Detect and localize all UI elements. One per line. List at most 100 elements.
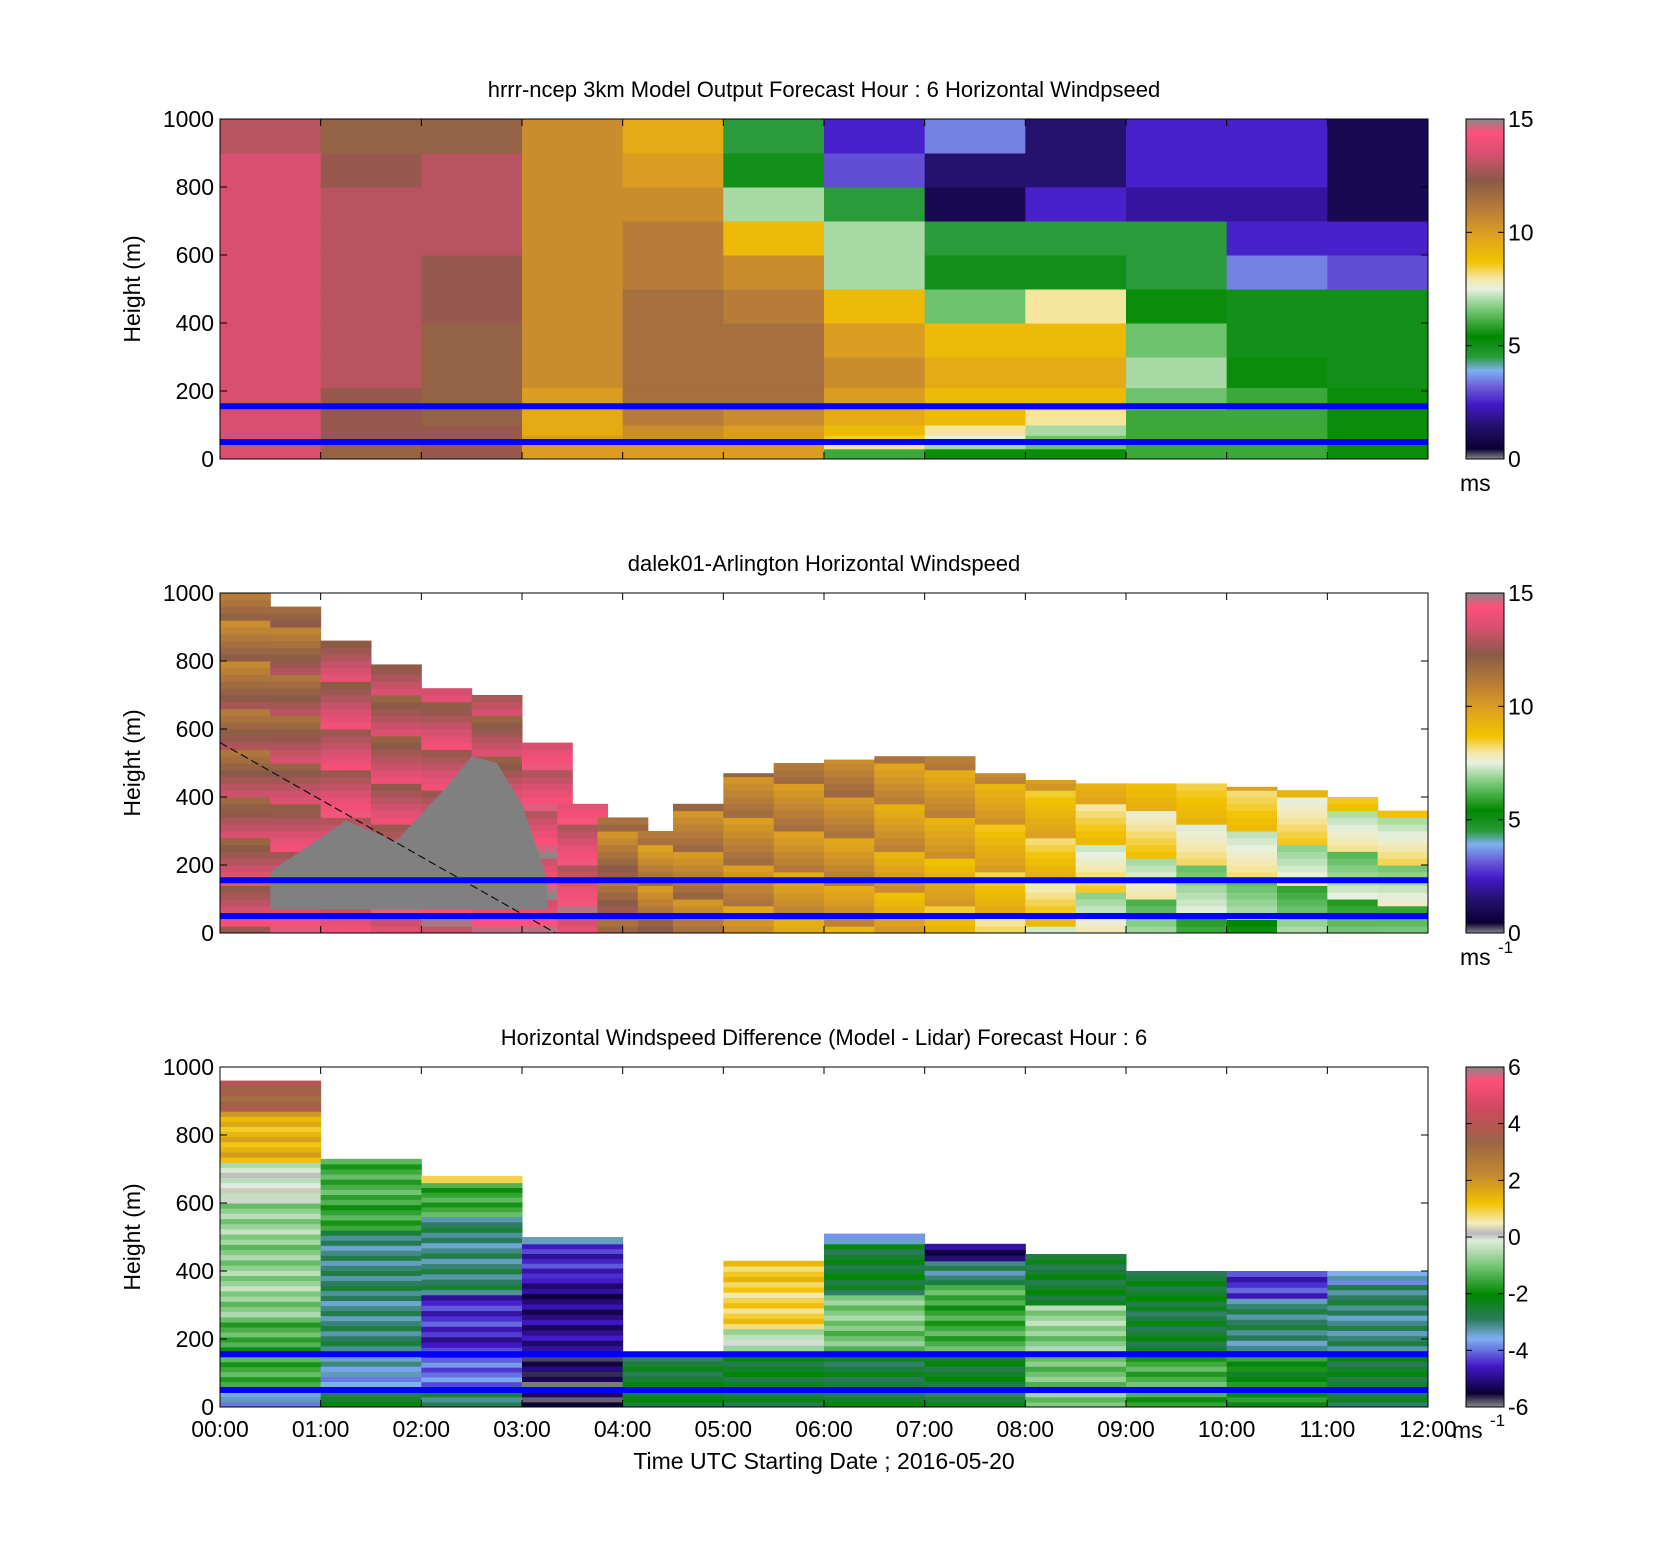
- heatmap-cell: [270, 613, 322, 621]
- heatmap-cell: [1327, 289, 1428, 324]
- difference-panel: Horizontal Windspeed Difference (Model -…: [119, 1025, 1529, 1474]
- heatmap-cell: [220, 1290, 322, 1297]
- heatmap-cell: [1126, 831, 1177, 839]
- heatmap-cell: [824, 1284, 926, 1291]
- heatmap-cell: [1327, 1371, 1428, 1377]
- heatmap-cell: [421, 1253, 523, 1259]
- heatmap-cell: [320, 1260, 422, 1266]
- heatmap-cell: [1126, 892, 1177, 900]
- heatmap-cell: [522, 187, 624, 222]
- heatmap-cell: [622, 1361, 724, 1367]
- heatmap-cell: [824, 1238, 926, 1245]
- heatmap-cell: [557, 824, 609, 832]
- heatmap-cell: [824, 289, 926, 324]
- heatmap-cell: [723, 810, 775, 818]
- heatmap-cell: [824, 1356, 926, 1362]
- heatmap-cell: [924, 905, 976, 914]
- heatmap-cell: [220, 681, 271, 689]
- heatmap-cell: [723, 1302, 825, 1309]
- heatmap-cell: [320, 1270, 422, 1276]
- heatmap-cell: [220, 899, 271, 907]
- heatmap-cell: [220, 742, 271, 750]
- heatmap-cell: [773, 776, 825, 784]
- heatmap-cell: [270, 620, 322, 628]
- colorbar-tick-label: -6: [1508, 1394, 1528, 1420]
- heatmap-cell: [220, 851, 271, 859]
- heatmap-cell: [1126, 919, 1177, 927]
- heatmap-cell: [320, 769, 372, 778]
- heatmap-cell: [1377, 844, 1428, 852]
- heatmap-cell: [723, 1271, 825, 1277]
- heatmap-cell: [421, 926, 473, 933]
- heatmap-cell: [1176, 783, 1228, 791]
- heatmap-cell: [1327, 1305, 1428, 1311]
- heatmap-cell: [220, 119, 322, 154]
- heatmap-cell: [597, 817, 649, 825]
- heatmap-cell: [924, 783, 976, 791]
- heatmap-cell: [270, 661, 322, 669]
- heatmap-cell: [1226, 1391, 1328, 1398]
- heatmap-cell: [421, 919, 473, 927]
- heatmap-cell: [421, 1336, 523, 1343]
- heatmap-cell: [1226, 1303, 1328, 1310]
- heatmap-cell: [1176, 865, 1228, 873]
- heatmap-cell: [220, 1366, 322, 1373]
- heatmap-cell: [824, 759, 875, 764]
- heatmap-cell: [320, 255, 422, 290]
- heatmap-cell: [471, 729, 523, 737]
- heatmap-cell: [1226, 865, 1278, 873]
- heatmap-cell: [1075, 871, 1127, 880]
- heatmap-cell: [1226, 448, 1328, 459]
- heatmap-cell: [522, 323, 624, 358]
- heatmap-cell: [320, 1335, 422, 1342]
- heatmap-cell: [924, 442, 1026, 450]
- heatmap-cell: [522, 905, 573, 914]
- heatmap-cell: [637, 844, 689, 852]
- y-tick-label: 400: [176, 1258, 214, 1284]
- y-tick-label: 400: [176, 310, 214, 336]
- heatmap-cell: [220, 1285, 322, 1292]
- heatmap-cell: [421, 255, 523, 290]
- heatmap-cell: [824, 919, 875, 927]
- heatmap-cell: [220, 1080, 322, 1087]
- heatmap-cell: [1025, 435, 1127, 443]
- heatmap-cell: [1025, 1356, 1127, 1362]
- heatmap-cell: [220, 1371, 322, 1378]
- heatmap-cell: [220, 858, 271, 866]
- colorbar-unit-exponent: -1: [1498, 938, 1513, 957]
- heatmap-cell: [1377, 905, 1428, 914]
- heatmap-cell: [270, 837, 322, 846]
- heatmap-cell: [1226, 899, 1278, 907]
- heatmap-cell: [773, 858, 825, 866]
- heatmap-cell: [522, 871, 573, 880]
- heatmap-cell: [723, 425, 825, 436]
- heatmap-cell: [270, 803, 322, 812]
- heatmap-cell: [824, 1289, 926, 1296]
- heatmap-cell: [320, 1330, 422, 1337]
- heatmap-cell: [975, 831, 1026, 839]
- heatmap-cell: [1327, 1361, 1428, 1367]
- heatmap-cell: [522, 1329, 624, 1336]
- heatmap-cell: [597, 899, 649, 907]
- heatmap-cell: [723, 885, 775, 893]
- heatmap-cell: [1126, 221, 1228, 256]
- heatmap-cell: [270, 926, 322, 933]
- heatmap-cell: [1277, 803, 1328, 812]
- heatmap-cell: [874, 905, 926, 914]
- heatmap-cell: [1126, 865, 1177, 873]
- heatmap-cell: [421, 409, 523, 426]
- heatmap-cell: [421, 749, 473, 757]
- heatmap-cell: [1327, 442, 1428, 450]
- heatmap-cell: [1327, 810, 1379, 818]
- heatmap-cell: [421, 1206, 523, 1213]
- heatmap-cell: [1226, 1345, 1328, 1352]
- heatmap-cell: [597, 885, 649, 893]
- heatmap-cell: [220, 1306, 322, 1313]
- heatmap-cell: [773, 851, 825, 859]
- heatmap-cell: [1126, 1391, 1228, 1398]
- heatmap-cell: [723, 844, 775, 852]
- heatmap-cell: [723, 1356, 825, 1362]
- heatmap-cell: [924, 824, 976, 832]
- heatmap-cell: [1277, 885, 1328, 893]
- heatmap-cell: [1327, 1340, 1428, 1347]
